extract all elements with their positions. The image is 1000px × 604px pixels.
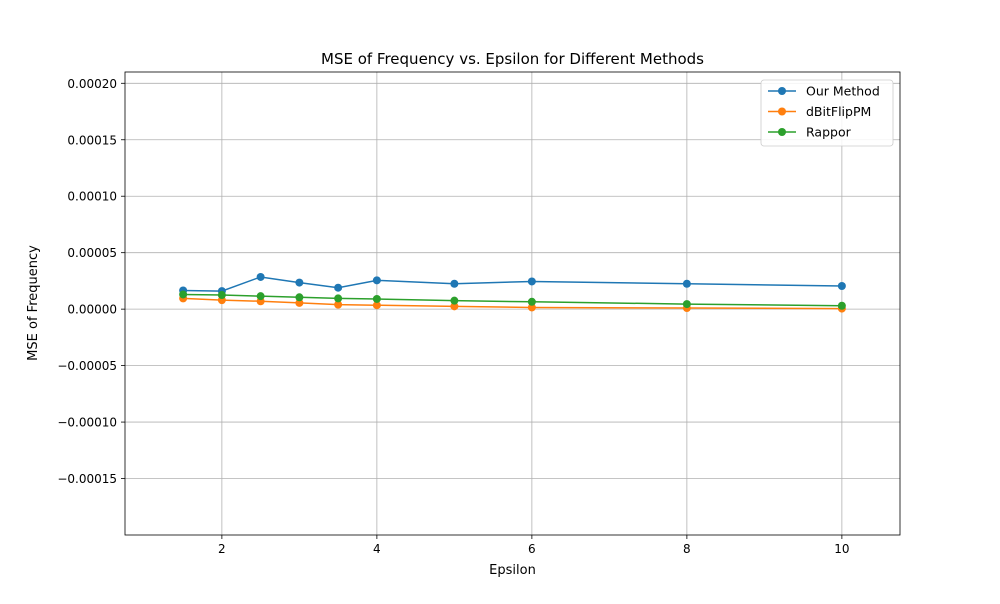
data-point-our-method [334, 283, 343, 292]
y-tick-label: −0.00010 [57, 416, 117, 430]
legend-box [760, 79, 894, 147]
data-point-our-method [450, 279, 459, 288]
data-point-our-method [295, 278, 304, 287]
plot-frame [124, 71, 901, 536]
y-tick-label: 0.00000 [67, 303, 117, 317]
data-point-dbitflippm [295, 298, 304, 307]
data-point-dbitflippm [527, 303, 536, 312]
plot-area: 2 4 6 8 10 −0.00015 −0.00010 −0.00005 0.00000 0.0… [57, 71, 901, 556]
y-tick-label: 0.00010 [67, 190, 117, 204]
y-tick-label: −0.00005 [57, 359, 117, 373]
x-tick-label: 4 [373, 542, 381, 556]
data-point-our-method [837, 281, 846, 290]
x-tick-label: 2 [218, 542, 226, 556]
y-axis-label: MSE of Frequency [26, 245, 41, 361]
legend-label-our-method: Our Method [806, 84, 880, 99]
legend-label-dbitflippm: dBitFlipPM [806, 104, 871, 119]
data-point-rappor [217, 291, 226, 300]
data-point-rappor [372, 294, 381, 303]
legend-label-rappor: Rappor [806, 125, 852, 140]
data-point-rappor [334, 294, 343, 303]
data-point-our-method [527, 277, 536, 286]
legend-marker-dbitflippm [778, 107, 786, 116]
data-point-our-method [682, 279, 691, 288]
data-point-dbitflippm [372, 301, 381, 310]
data-point-rappor [256, 292, 265, 301]
data-point-rappor [179, 290, 188, 299]
legend-marker-our-method [778, 87, 786, 95]
data-point-dbitflippm [450, 302, 459, 311]
series-line-rappor [183, 293, 842, 307]
legend: Our Method dBitFlipPM Rappor [760, 79, 894, 147]
chart-title: MSE of Frequency vs. Epsilon for Differe… [321, 50, 704, 68]
data-point-rappor [295, 293, 304, 302]
data-point-dbitflippm [334, 300, 343, 309]
series-line-our-method [183, 276, 842, 292]
x-tick-label: 6 [528, 542, 536, 556]
data-point-rappor [450, 296, 459, 305]
legend-marker-rappor [778, 128, 786, 136]
y-tick-label: 0.00020 [67, 77, 117, 91]
data-point-our-method [256, 272, 265, 281]
x-axis-label: Epsilon [489, 563, 536, 578]
y-tick-label: 0.00015 [67, 133, 117, 147]
data-point-rappor [682, 300, 691, 309]
data-point-our-method [372, 276, 381, 285]
data-point-rappor [527, 297, 536, 306]
y-tick-label: 0.00005 [67, 246, 117, 260]
x-tick-label: 10 [834, 542, 849, 556]
x-tick-label: 8 [683, 542, 691, 556]
data-point-rappor [837, 301, 846, 310]
series-line-dbitflippm [183, 297, 842, 310]
y-tick-label: −0.00015 [57, 472, 117, 486]
